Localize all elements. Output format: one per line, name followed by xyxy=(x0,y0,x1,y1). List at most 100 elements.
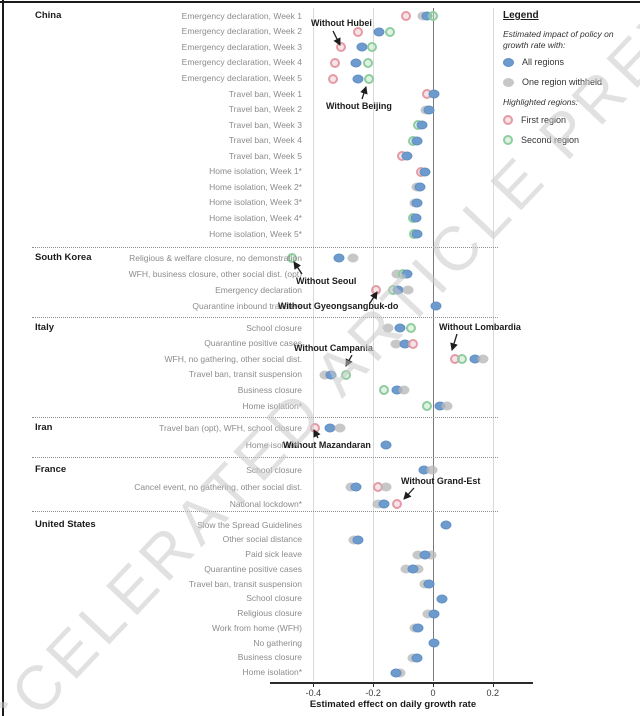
policy-label: Business closure xyxy=(237,384,302,395)
blue-dot xyxy=(407,564,419,574)
gridline xyxy=(373,8,375,681)
gray-dot xyxy=(425,550,437,559)
blue-dot xyxy=(428,609,440,618)
blue-dot xyxy=(401,151,413,161)
policy-label: Other social distance xyxy=(222,534,302,545)
annotation-grandest: Without Grand-Est xyxy=(401,476,481,486)
x-axis-title: Estimated effect on daily growth rate xyxy=(309,699,477,710)
policy-label: Home isolation, Week 2* xyxy=(209,181,302,192)
green-dot xyxy=(362,57,373,68)
gray-dot xyxy=(380,482,392,492)
policy-label: Travel ban, Week 5 xyxy=(228,150,302,161)
annotation-mazandaran: Without Mazandaran xyxy=(283,440,371,450)
policy-label: Travel ban, Week 2 xyxy=(228,104,302,115)
pink-dot xyxy=(336,42,347,53)
gray-dot xyxy=(400,564,412,574)
legend-subtitle: Estimated impact of policy on growth rat… xyxy=(503,29,614,50)
pink-legend-swatch xyxy=(503,114,513,125)
blue-legend-swatch xyxy=(503,57,514,67)
gray-dot xyxy=(334,423,346,433)
country-separator xyxy=(32,417,498,418)
policy-label: Home isolation, Week 3* xyxy=(209,197,302,208)
policy-label: Religious closure xyxy=(237,608,302,618)
policy-label: WFH, no gathering, other social dist. xyxy=(164,353,302,364)
green-dot xyxy=(384,26,395,37)
blue-dot xyxy=(419,167,431,177)
policy-label: Emergency declaration, Week 4 xyxy=(181,57,302,68)
blue-dot xyxy=(378,499,390,509)
annotation-campania: Without Campania xyxy=(294,343,373,353)
policy-label: Travel ban, Week 1 xyxy=(228,88,302,99)
legend-item-label: All regions xyxy=(522,57,565,68)
policy-label: Home isolation, Week 4* xyxy=(209,212,302,223)
blue-dot xyxy=(373,27,385,37)
x-axis-tick xyxy=(373,683,375,687)
policy-label: Travel ban, Week 3 xyxy=(228,119,302,130)
x-axis-tick xyxy=(492,683,494,687)
country-label-iran: Iran xyxy=(35,421,53,433)
zero-gridline xyxy=(433,8,435,681)
x-axis-tick xyxy=(313,683,315,687)
policy-label: No gathering xyxy=(253,637,302,648)
blue-dot xyxy=(416,120,428,130)
gray-dot xyxy=(477,354,489,364)
blue-dot xyxy=(401,269,413,279)
gray-dot xyxy=(319,370,331,380)
figure-top-border xyxy=(0,1,640,3)
gray-dot xyxy=(382,323,394,333)
gray-dot xyxy=(402,285,414,295)
x-axis-tick-label: 0.2 xyxy=(486,688,500,698)
policy-label: Home isolation, Week 1* xyxy=(209,166,302,177)
green-dot xyxy=(457,354,467,365)
blue-dot xyxy=(394,323,405,333)
blue-dot xyxy=(423,105,434,115)
pink-dot xyxy=(353,26,364,37)
blue-dot xyxy=(390,668,402,677)
country-separator xyxy=(32,316,498,318)
annotation-gyeongsangbuk: Without Gyeongsangbuk-do xyxy=(278,301,399,311)
blue-dot xyxy=(419,550,431,559)
blue-dot xyxy=(436,594,448,604)
legend: Legend Estimated impact of policy on gro… xyxy=(503,10,637,155)
annotation-beijing: Without Beijing xyxy=(326,101,392,111)
annotation-lombardia: Without Lombardia xyxy=(439,322,521,332)
country-label-united-states: United States xyxy=(35,518,96,530)
green-dot xyxy=(422,401,433,411)
blue-dot xyxy=(428,638,440,648)
blue-dot xyxy=(352,74,364,83)
policy-label: Quarantine positive cases xyxy=(204,563,302,574)
policy-label: WFH, business closure, other social dist… xyxy=(128,268,302,279)
policy-label: National lockdown* xyxy=(229,498,302,509)
gray-dot xyxy=(345,482,357,492)
blue-dot xyxy=(440,520,452,530)
policy-label: Travel ban (opt), WFH, school closure xyxy=(159,422,302,433)
gray-dot xyxy=(372,499,384,509)
policy-label: Work from home (WFH) xyxy=(211,622,302,633)
policy-label: Emergency declaration, Week 2 xyxy=(181,26,302,37)
policy-label: School closure xyxy=(246,593,302,604)
legend-item-gray: One region withheld xyxy=(503,77,637,87)
green-dot xyxy=(366,42,377,53)
policy-label: Home isolation* xyxy=(242,400,302,411)
x-axis-line xyxy=(270,682,533,684)
legend-highlighted-items: First region Second region xyxy=(503,114,637,145)
figure-left-border xyxy=(2,0,4,716)
gray-dot xyxy=(441,401,453,411)
gray-dot xyxy=(426,465,438,475)
country-label-china: China xyxy=(35,9,62,21)
blue-dot xyxy=(411,198,423,208)
policy-label: Quarantine inbound travelers xyxy=(192,300,302,311)
blue-dot xyxy=(350,482,362,492)
policy-label: Religious & welfare closure, no demonstr… xyxy=(129,252,302,263)
country-label-france: France xyxy=(35,463,67,475)
green-dot xyxy=(363,73,374,84)
green-dot xyxy=(287,253,298,263)
gridline xyxy=(313,8,315,681)
policy-label: Emergency declaration xyxy=(215,284,302,295)
policy-label: Quarantine positive cases xyxy=(204,338,302,349)
gray-dot xyxy=(412,550,424,559)
x-axis-tick-label: 0 xyxy=(430,688,436,698)
policy-label: Emergency declaration, Week 5 xyxy=(181,73,302,83)
blue-dot xyxy=(350,58,362,68)
pink-dot xyxy=(407,338,418,349)
